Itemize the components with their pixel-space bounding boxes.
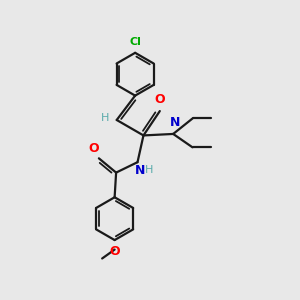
Text: H: H — [101, 113, 109, 124]
Text: O: O — [88, 142, 99, 155]
Text: Cl: Cl — [129, 38, 141, 47]
Text: N: N — [169, 116, 180, 130]
Text: H: H — [145, 165, 153, 175]
Text: N: N — [135, 164, 145, 177]
Text: O: O — [154, 93, 165, 106]
Text: O: O — [109, 244, 120, 257]
